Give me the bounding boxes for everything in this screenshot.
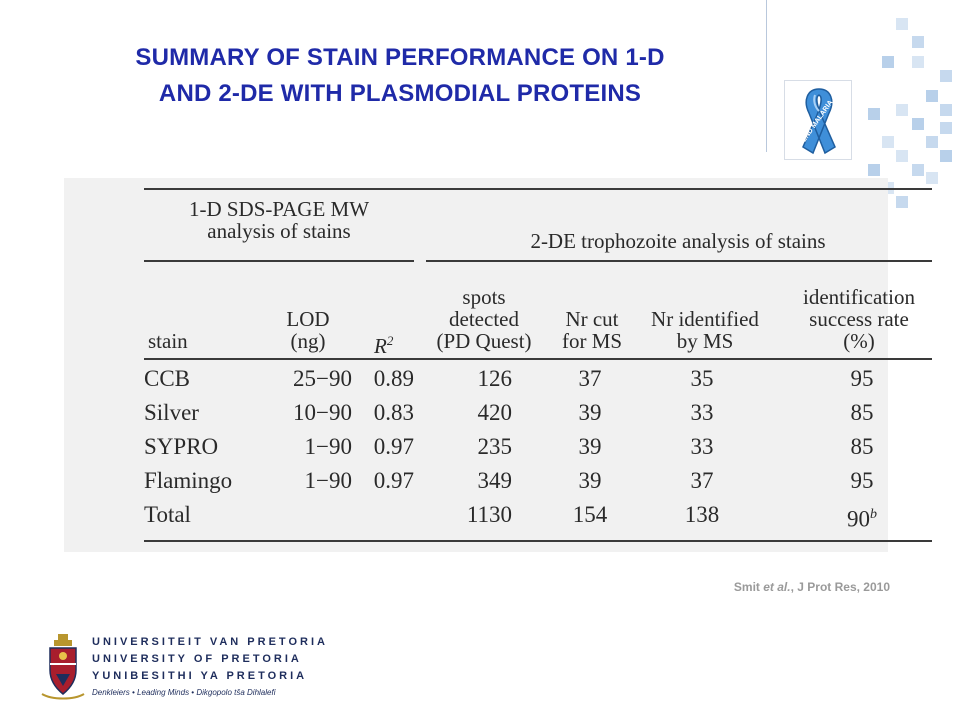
table-cell-rate-value: 90	[847, 506, 870, 532]
top-rule	[144, 188, 932, 190]
decorative-square	[926, 90, 938, 102]
table-panel: 1-D SDS-PAGE MW analysis of stains 2-DE …	[64, 178, 932, 552]
decorative-square	[896, 104, 908, 116]
logo-line1: UNIVERSITEIT VAN PRETORIA	[92, 636, 328, 648]
university-logo: UNIVERSITEIT VAN PRETORIA UNIVERSITY OF …	[40, 634, 325, 700]
decorative-square	[896, 18, 908, 30]
table-cell-lod: 25−90	[293, 366, 352, 391]
table-cell-cut: 37	[578, 366, 602, 391]
col-success-rate: identification success rate (%)	[803, 285, 915, 353]
col-nrcut: Nr cut for MS	[561, 307, 623, 353]
divider-line	[766, 0, 767, 152]
decorative-square	[912, 164, 924, 176]
table-cell-r2: 0.97	[373, 468, 414, 493]
table-cell-rate: 85	[850, 400, 874, 425]
table-cell-cut: 39	[578, 400, 602, 425]
decorative-square	[896, 196, 908, 208]
table-cell-stain: SYPRO	[144, 434, 219, 459]
decorative-square	[882, 136, 894, 148]
table-cell-r2: 0.97	[373, 434, 414, 459]
table-cell-lod: 1−90	[304, 434, 352, 459]
awareness-ribbon-icon: END MALARIA	[801, 88, 836, 155]
slide-title-line2: AND 2-DE WITH PLASMODIAL PROTEINS	[158, 80, 642, 107]
citation: Smit et al., J Prot Res, 2010	[733, 580, 890, 594]
logo-tagline: Denkleiers • Leading Minds • Dikgopolo t…	[92, 688, 276, 697]
table-cell-spots: 235	[477, 434, 513, 459]
table-cell-cut: 39	[578, 468, 602, 493]
table-cell-spots: 126	[477, 366, 513, 391]
header-rule	[144, 358, 932, 360]
bottom-rule	[144, 540, 932, 542]
table-cell-rate: 95	[850, 366, 874, 391]
decorative-square	[912, 36, 924, 48]
table-cell-ident: 138	[684, 502, 720, 527]
stain-performance-table: 1-D SDS-PAGE MW analysis of stains 2-DE …	[144, 178, 934, 552]
col-lod: LOD (ng)	[286, 307, 330, 353]
group1-header: 1-D SDS-PAGE MW analysis of stains	[188, 197, 370, 243]
decorative-square	[912, 118, 924, 130]
table-cell-stain: Silver	[144, 400, 199, 425]
group1-rule	[144, 260, 414, 262]
table-cell-stain: Total	[144, 502, 191, 527]
table-cell-ident: 37	[690, 468, 714, 493]
table-cell-rate: 85	[850, 434, 874, 459]
end-malaria-ribbon-image: END MALARIA	[784, 80, 852, 160]
table-cell-spots: 420	[477, 400, 513, 425]
col-stain: stain	[148, 329, 188, 353]
decorative-square	[896, 150, 908, 162]
table-cell-stain: Flamingo	[144, 468, 233, 493]
decorative-square	[882, 56, 894, 68]
decorative-square	[868, 164, 880, 176]
slide-title: SUMMARY OF STAIN PERFORMANCE ON 1-D AND …	[30, 40, 770, 112]
col-spots: spots detected (PD Quest)	[436, 285, 532, 353]
decorative-square	[940, 70, 952, 82]
table-cell-cut: 154	[572, 502, 608, 527]
group2-rule	[426, 260, 932, 262]
table-cell-rate-footnote: b	[870, 507, 877, 522]
decorative-square	[912, 56, 924, 68]
table-cell-rate: 95	[850, 468, 874, 493]
table-cell-ident: 33	[690, 400, 714, 425]
table-cell-spots: 349	[477, 468, 513, 493]
table-cell-lod: 10−90	[293, 400, 352, 425]
slide-title-line1: SUMMARY OF STAIN PERFORMANCE ON 1-D	[135, 44, 665, 71]
table-cell-lod: 1−90	[304, 468, 352, 493]
crest-icon	[41, 634, 85, 700]
table-cell-r2: 0.89	[373, 366, 414, 391]
decorative-square	[868, 108, 880, 120]
table-cell-rate: 90b	[822, 502, 902, 533]
logo-line2: UNIVERSITY OF PRETORIA	[92, 653, 302, 665]
table-cell-stain: CCB	[144, 366, 191, 391]
decorative-square	[940, 150, 952, 162]
col-r2: R2	[374, 333, 394, 358]
table-cell-ident: 35	[690, 366, 714, 391]
table-cell-ident: 33	[690, 434, 714, 459]
decorative-square	[926, 172, 938, 184]
table-cell-cut: 39	[578, 434, 602, 459]
table-cell-r2: 0.83	[373, 400, 414, 425]
decorative-square	[940, 104, 952, 116]
decorative-square	[940, 122, 952, 134]
decorative-square	[926, 136, 938, 148]
col-nrid: Nr identified by MS	[651, 307, 759, 353]
group2-header: 2-DE trophozoite analysis of stains	[530, 229, 826, 253]
logo-line3: YUNIBESITHI YA PRETORIA	[92, 670, 308, 682]
table-cell-spots: 1130	[466, 502, 512, 527]
